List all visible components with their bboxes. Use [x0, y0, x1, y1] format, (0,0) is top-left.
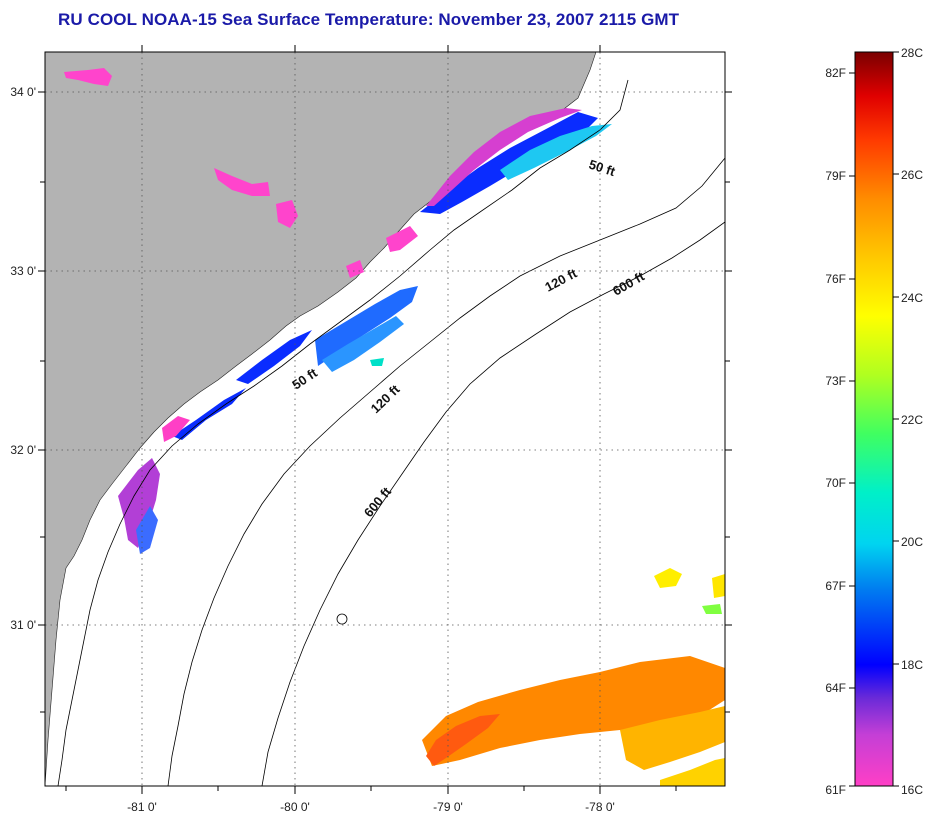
- colorbar-c-16: 16C: [901, 783, 923, 797]
- contour-label-600ft-north: 600 ft: [610, 268, 647, 298]
- lat-label-34: 34 0': [10, 85, 36, 99]
- colorbar-f-64: 64F: [825, 681, 846, 695]
- colorbar-c-28: 28C: [901, 46, 923, 60]
- lon-axis: -81 0' -80 0' -79 0' -78 0': [65, 45, 677, 814]
- contour-label-120ft-north: 120 ft: [542, 265, 580, 295]
- colorbar-f-61: 61F: [825, 783, 846, 797]
- contour-label-120ft-south: 120 ft: [368, 381, 403, 416]
- colorbar-f-76: 76F: [825, 272, 846, 286]
- lat-axis: 34 0' 33 0' 32 0' 31 0': [10, 85, 732, 713]
- colorbar-c-24: 24C: [901, 291, 923, 305]
- colorbar-f-67: 67F: [825, 579, 846, 593]
- map-frame: [44, 51, 726, 787]
- graticule: [45, 52, 725, 786]
- contour-50ft: [57, 79, 629, 786]
- lat-label-32: 32 0': [10, 443, 36, 457]
- colorbar-c-18: 18C: [901, 658, 923, 672]
- colorbar-c-22: 22C: [901, 413, 923, 427]
- lat-label-33: 33 0': [10, 264, 36, 278]
- lat-label-31: 31 0': [10, 618, 36, 632]
- contour-600ft: [261, 221, 725, 786]
- contour-label-50ft-south: 50 ft: [289, 365, 320, 393]
- contour-label-600ft-south: 600 ft: [361, 484, 395, 520]
- lon-label-81: -81 0': [127, 800, 157, 814]
- colorbar-c-26: 26C: [901, 168, 923, 182]
- lon-label-78: -78 0': [585, 800, 615, 814]
- color-bar-gradient: [854, 51, 894, 787]
- colorbar-f-70: 70F: [825, 476, 846, 490]
- colorbar-f-73: 73F: [825, 374, 846, 388]
- page-title: RU COOL NOAA-15 Sea Surface Temperature:…: [58, 10, 680, 29]
- color-bar: 82F 79F 76F 73F 70F 67F 64F 61F 28C 26C …: [825, 46, 923, 797]
- lon-label-80: -80 0': [280, 800, 310, 814]
- contour-label-50ft-north: 50 ft: [587, 157, 618, 180]
- contour-seamount: [336, 613, 348, 625]
- colorbar-f-79: 79F: [825, 169, 846, 183]
- lon-label-79: -79 0': [433, 800, 463, 814]
- colorbar-f-82: 82F: [825, 66, 846, 80]
- sst-patches: [64, 68, 725, 786]
- colorbar-c-20: 20C: [901, 535, 923, 549]
